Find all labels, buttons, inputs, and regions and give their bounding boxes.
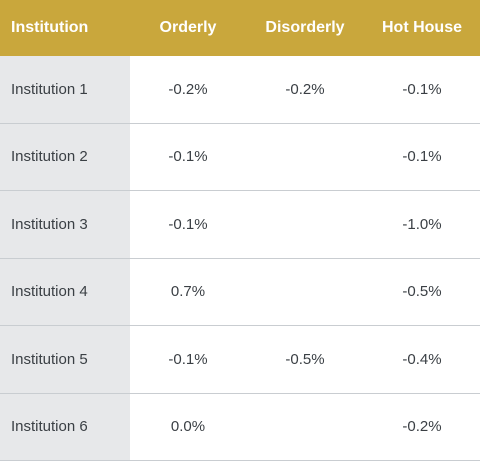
header-institution: Institution	[11, 19, 89, 36]
table-row: Institution 1 -0.2% -0.2% -0.1%	[0, 56, 480, 124]
header-orderly: Orderly	[159, 19, 217, 36]
disorderly-cell: -0.2%	[285, 80, 325, 98]
hot-house-cell: -0.1%	[402, 148, 442, 166]
institution-cell: Institution 2	[0, 123, 130, 190]
table-header: Institution Orderly Disorderly Hot House	[0, 0, 480, 56]
disorderly-cell	[246, 394, 364, 461]
institution-cell: Institution 4	[0, 258, 130, 325]
disorderly-cell	[246, 191, 364, 258]
orderly-cell: -0.2%	[168, 80, 208, 98]
disorderly-cell: -0.5%	[285, 350, 325, 368]
table-row: Institution 4 0.7% -0.5%	[0, 258, 480, 326]
header-disorderly: Disorderly	[265, 19, 345, 36]
orderly-cell: -0.1%	[168, 215, 208, 233]
orderly-cell: 0.0%	[170, 418, 206, 436]
table-row: Institution 6 0.0% -0.2%	[0, 393, 480, 461]
orderly-cell: -0.1%	[168, 148, 208, 166]
disorderly-cell	[246, 124, 364, 191]
header-hot-house: Hot House	[382, 19, 462, 36]
institution-cell: Institution 6	[0, 393, 130, 460]
institution-cell: Institution 1	[0, 56, 130, 123]
table-row: Institution 5 -0.1% -0.5% -0.4%	[0, 326, 480, 394]
orderly-cell: 0.7%	[170, 283, 206, 301]
institution-cell: Institution 3	[0, 191, 130, 258]
hot-house-cell: -0.1%	[402, 80, 442, 98]
table-row: Institution 3 -0.1% -1.0%	[0, 191, 480, 259]
hot-house-cell: -0.5%	[402, 283, 442, 301]
hot-house-cell: -0.4%	[402, 350, 442, 368]
institution-cell: Institution 5	[0, 326, 130, 393]
hot-house-cell: -0.2%	[402, 418, 442, 436]
disorderly-cell	[246, 259, 364, 326]
hot-house-cell: -1.0%	[402, 215, 442, 233]
orderly-cell: -0.1%	[168, 350, 208, 368]
table-row: Institution 2 -0.1% -0.1%	[0, 123, 480, 191]
